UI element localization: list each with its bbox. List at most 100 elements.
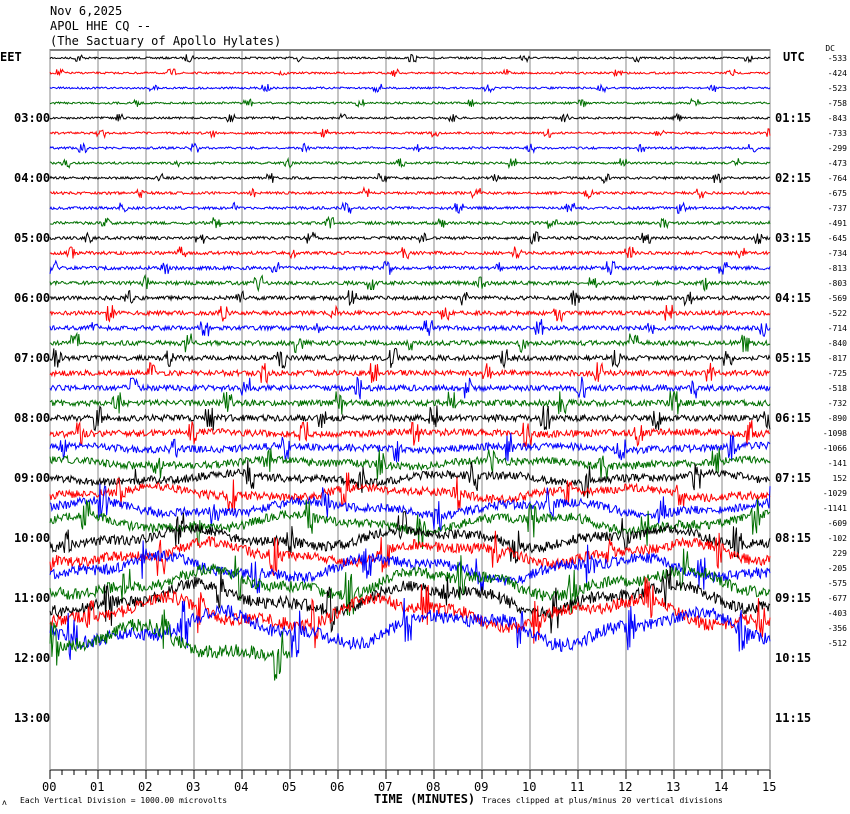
seismic-trace: [49, 483, 771, 532]
dc-offset: -890: [827, 414, 847, 423]
eet-time-label: 07:00: [14, 351, 51, 365]
eet-time-label: 03:00: [14, 111, 51, 125]
eet-time-label: 06:00: [14, 291, 51, 305]
seismic-trace: [49, 530, 771, 576]
seismic-trace: [49, 112, 771, 123]
dc-offset: -803: [827, 279, 847, 288]
dc-offset: -843: [827, 114, 847, 123]
seismic-trace: [49, 405, 771, 432]
seismic-trace: [49, 201, 771, 214]
seismic-trace: [49, 448, 771, 480]
seismic-trace: [49, 259, 771, 276]
utc-time-label: 07:15: [775, 471, 812, 485]
x-tick-label: 05: [282, 780, 297, 794]
x-tick-label: 06: [330, 780, 345, 794]
seismic-trace: [49, 576, 771, 649]
eet-time-label: 09:00: [14, 471, 51, 485]
utc-time-label: 06:15: [775, 411, 812, 425]
eet-time-label: 08:00: [14, 411, 51, 425]
utc-time-label: 02:15: [775, 171, 812, 185]
utc-time-label: 10:15: [775, 651, 812, 665]
x-tick-label: 12: [618, 780, 633, 794]
x-tick-label: 15: [762, 780, 777, 794]
dc-offset: -424: [827, 69, 847, 78]
dc-offset: -725: [827, 369, 847, 378]
station: APOL HHE CQ --: [50, 19, 152, 33]
dc-offset: -677: [827, 594, 847, 603]
x-tick-label: 03: [186, 780, 201, 794]
dc-offset: -714: [827, 324, 847, 333]
x-tick-label: 10: [522, 780, 537, 794]
seismic-trace: [49, 319, 771, 338]
seismic-trace: [49, 304, 771, 323]
seismic-trace: [49, 128, 771, 140]
utc-time-label: 11:15: [775, 711, 812, 725]
dc-offset: -645: [827, 234, 847, 243]
dc-offset: -840: [827, 339, 847, 348]
left-zone: EET: [0, 50, 22, 64]
eet-time-label: 13:00: [14, 711, 51, 725]
x-tick-label: 04: [234, 780, 249, 794]
dc-offset: -764: [827, 174, 847, 183]
x-tick-label: 09: [474, 780, 489, 794]
dc-label: DC: [825, 44, 835, 53]
seismic-trace: [49, 460, 771, 499]
dc-offset: -512: [827, 639, 847, 648]
seismic-trace: [49, 510, 771, 564]
seismic-trace: [49, 142, 771, 155]
dc-offset: -817: [827, 354, 847, 363]
x-tick-label: 07: [378, 780, 393, 794]
dc-offset: -813: [827, 264, 847, 273]
dc-offset: -569: [827, 294, 847, 303]
dc-offset: -1066: [822, 444, 847, 453]
x-tick-label: 13: [666, 780, 681, 794]
seismic-trace: [49, 420, 771, 448]
seismic-trace: [49, 432, 771, 463]
dc-offset: 229: [832, 549, 847, 558]
dc-offset: -1098: [822, 429, 847, 438]
dc-offset: 152: [832, 474, 847, 483]
x-tick-label: 14: [714, 780, 729, 794]
seismic-trace: [49, 609, 291, 681]
utc-time-label: 03:15: [775, 231, 812, 245]
right-zone: UTC: [783, 50, 805, 64]
dc-offset: -734: [827, 249, 847, 258]
dc-offset: -299: [827, 144, 847, 153]
utc-time-label: 04:15: [775, 291, 812, 305]
utc-time-label: 01:15: [775, 111, 812, 125]
x-tick-label: 00: [42, 780, 57, 794]
seismic-trace: [49, 273, 771, 293]
dc-offset: -523: [827, 84, 847, 93]
dc-offset: -737: [827, 204, 847, 213]
seismic-trace: [49, 331, 771, 354]
eet-time-label: 04:00: [14, 171, 51, 185]
dc-offset: -518: [827, 384, 847, 393]
scale-note: Each Vertical Division = 1000.00 microvo…: [20, 796, 228, 805]
utc-time-label: 08:15: [775, 531, 812, 545]
seismic-trace: [49, 215, 771, 230]
date: Nov 6,2025: [50, 4, 123, 18]
dc-offset: -102: [827, 534, 847, 543]
corner-mark: ʌ: [2, 798, 7, 807]
dc-offset: -575: [827, 579, 847, 588]
seismic-trace: [49, 548, 771, 616]
dc-offset: -609: [827, 519, 847, 528]
seismic-trace: [49, 245, 771, 260]
utc-time-label: 09:15: [775, 591, 812, 605]
seismic-trace: [50, 185, 771, 200]
dc-offset: -522: [827, 309, 847, 318]
seismic-trace: [49, 156, 771, 170]
dc-offset: -141: [827, 459, 847, 468]
eet-time-label: 05:00: [14, 231, 51, 245]
seismic-trace: [49, 53, 771, 64]
seismic-trace: [49, 376, 771, 400]
dc-offset: -205: [827, 564, 847, 573]
seismic-trace: [49, 472, 771, 512]
seismic-trace: [49, 67, 771, 78]
site-name: (The Sactuary of Apollo Hylates): [50, 34, 282, 48]
seismic-trace: [49, 597, 771, 660]
seismic-trace: [49, 498, 771, 550]
dc-offset: -1029: [822, 489, 847, 498]
seismic-trace: [49, 97, 770, 108]
